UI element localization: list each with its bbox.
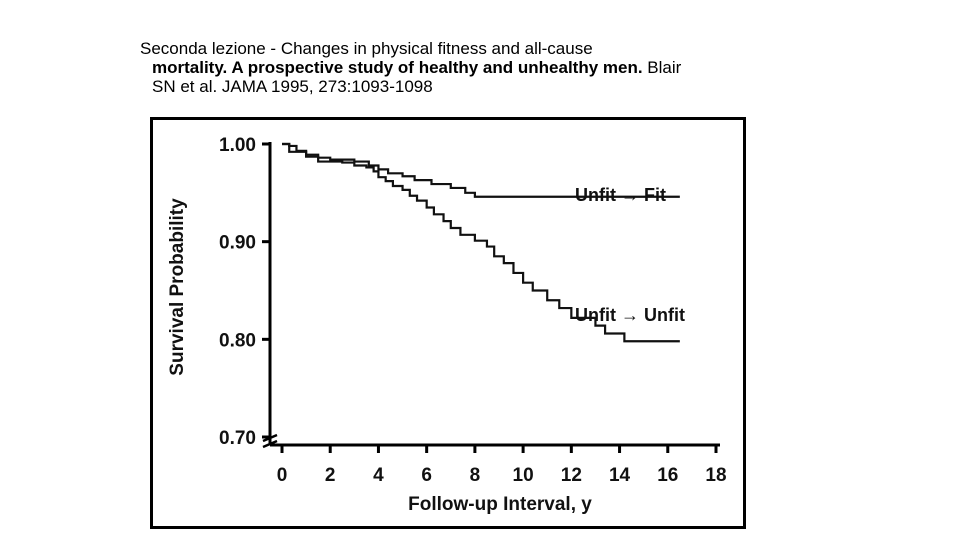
caption-line-1: Seconda lezione - Changes in physical fi… <box>140 39 593 58</box>
x-axis-label: Follow-up Interval, y <box>408 494 592 515</box>
caption-article-title: mortality. A prospective study of health… <box>152 58 643 77</box>
survival-chart: 1.00 0.90 0.80 0.70 0 2 4 6 8 10 12 14 16 18 Unfit → … <box>150 117 746 529</box>
x-tick-label: 2 <box>325 465 336 486</box>
chart-axes: 1.00 0.90 0.80 0.70 0 2 4 6 8 10 12 14 16 18 <box>219 135 727 486</box>
x-tick-label: 8 <box>470 465 481 486</box>
slide-caption: Seconda lezione - Changes in physical fi… <box>140 39 820 96</box>
x-tick-label: 16 <box>657 465 678 486</box>
y-tick-label: 1.00 <box>219 135 256 156</box>
x-tick-label: 18 <box>705 465 726 486</box>
caption-reference: SN et al. JAMA 1995, 273:1093-1098 <box>152 77 433 96</box>
caption-author: Blair <box>642 58 682 77</box>
x-tick-label: 6 <box>421 465 432 486</box>
y-axis-label: Survival Probability <box>167 198 188 376</box>
y-tick-label: 0.70 <box>219 428 256 449</box>
y-tick-label: 0.80 <box>219 330 256 351</box>
x-tick-label: 4 <box>373 465 384 486</box>
series-label-unfit-fit: Unfit → Fit <box>575 185 666 205</box>
x-tick-label: 14 <box>609 465 631 486</box>
series-line-unfit-unfit <box>282 142 680 343</box>
x-tick-label: 10 <box>513 465 534 486</box>
chart-series <box>282 142 680 343</box>
y-tick-label: 0.90 <box>219 233 256 254</box>
caption-line-2: mortality. A prospective study of health… <box>140 58 820 77</box>
chart-frame <box>150 117 746 529</box>
x-tick-label: 12 <box>561 465 582 486</box>
series-label-unfit-unfit: Unfit → Unfit <box>575 305 685 325</box>
x-tick-label: 0 <box>277 465 288 486</box>
